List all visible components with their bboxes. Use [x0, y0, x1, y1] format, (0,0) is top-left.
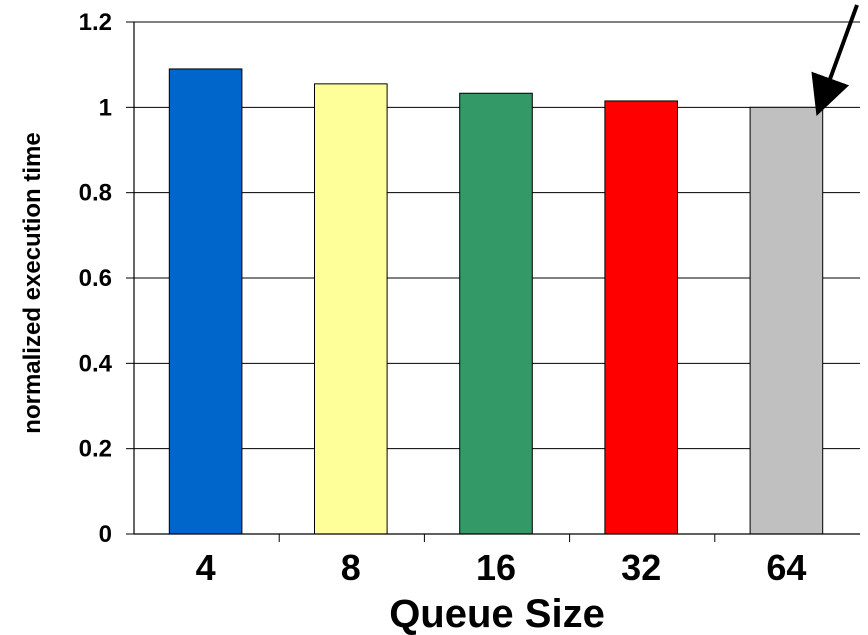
x-tick-label: 4 — [196, 547, 216, 588]
y-tick-label: 0.4 — [79, 350, 113, 377]
annotation-arrow — [811, 4, 859, 117]
x-tick-label: 8 — [341, 547, 361, 588]
bar-16 — [459, 92, 533, 535]
bar-4 — [168, 68, 243, 535]
y-axis-title: normalized execution time — [19, 132, 46, 433]
y-tick-label: 1 — [99, 94, 112, 121]
x-tick-label: 16 — [476, 547, 516, 588]
y-tick-label: 0.2 — [79, 436, 112, 463]
x-axis-title: Queue Size — [389, 592, 605, 635]
x-tick-label: 64 — [766, 547, 806, 588]
axes — [126, 21, 860, 542]
bar-64 — [749, 106, 824, 535]
x-tick-labels: 4 8 16 32 64 — [196, 547, 807, 588]
y-tick-label: 0.8 — [79, 180, 112, 207]
y-tick-label: 1.2 — [79, 9, 112, 36]
y-tick-labels: 0 0.2 0.4 0.6 0.8 1 1.2 — [79, 9, 113, 548]
x-tick-label: 32 — [621, 547, 661, 588]
bar-32 — [604, 100, 679, 535]
y-tick-label: 0 — [99, 521, 112, 548]
bars — [168, 68, 824, 535]
y-tick-label: 0.6 — [79, 265, 112, 292]
bar-8 — [314, 83, 388, 535]
